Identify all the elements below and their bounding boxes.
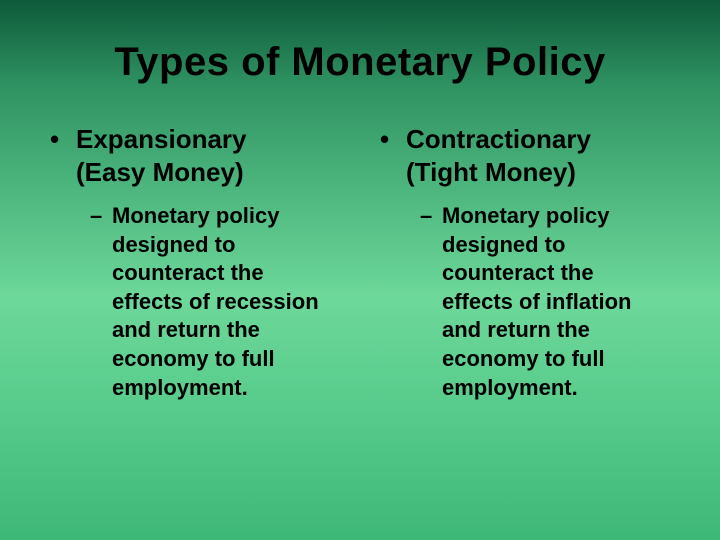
sub-expansionary: – Monetary policy designed to counteract… bbox=[50, 202, 340, 402]
dash-icon: – bbox=[420, 202, 442, 231]
bullet-icon: • bbox=[50, 123, 76, 156]
heading-line1: Contractionary bbox=[406, 124, 591, 154]
bullet-icon: • bbox=[380, 123, 406, 156]
heading-line2: (Easy Money) bbox=[76, 157, 244, 187]
columns-container: • Expansionary (Easy Money) – Monetary p… bbox=[50, 123, 670, 402]
sub-contractionary: – Monetary policy designed to counteract… bbox=[380, 202, 670, 402]
heading-line1: Expansionary bbox=[76, 124, 247, 154]
slide: Types of Monetary Policy • Expansionary … bbox=[0, 0, 720, 540]
heading-text: Contractionary (Tight Money) bbox=[406, 123, 670, 188]
heading-line2: (Tight Money) bbox=[406, 157, 576, 187]
column-left: • Expansionary (Easy Money) – Monetary p… bbox=[50, 123, 340, 402]
sub-text: Monetary policy designed to counteract t… bbox=[442, 202, 670, 402]
column-right: • Contractionary (Tight Money) – Monetar… bbox=[380, 123, 670, 402]
sub-text: Monetary policy designed to counteract t… bbox=[112, 202, 340, 402]
heading-expansionary: • Expansionary (Easy Money) bbox=[50, 123, 340, 188]
slide-title: Types of Monetary Policy bbox=[50, 40, 670, 85]
heading-text: Expansionary (Easy Money) bbox=[76, 123, 340, 188]
dash-icon: – bbox=[90, 202, 112, 231]
heading-contractionary: • Contractionary (Tight Money) bbox=[380, 123, 670, 188]
